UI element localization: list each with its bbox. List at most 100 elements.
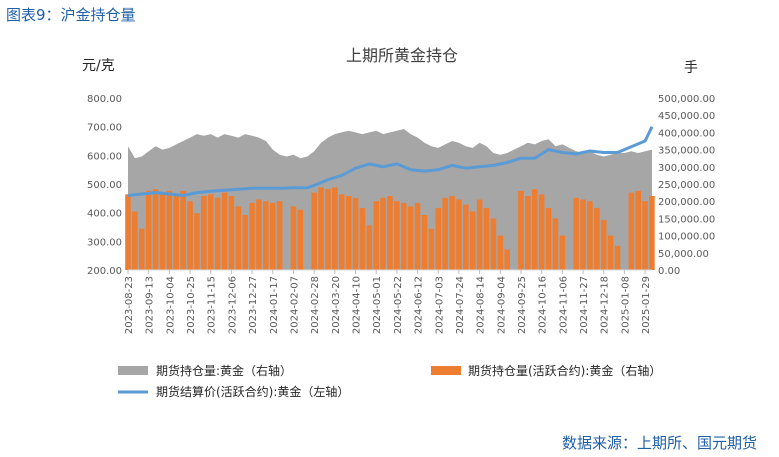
price-line (127, 126, 654, 197)
left-axis-unit: 元/克 (82, 58, 115, 74)
active-oi-bar-76 (649, 196, 655, 270)
x-tick-label: 2024-08-14 (476, 276, 487, 334)
active-oi-bar-13 (214, 197, 221, 270)
legend-label-total-oi: 期货持仓量:黄金（右轴） (156, 363, 292, 378)
x-tick-label: 2024-11-06 (558, 276, 569, 334)
active-oi-bar-5 (159, 192, 166, 270)
x-tick-label: 2023-12-27 (248, 276, 259, 334)
active-oi-bar-32 (345, 196, 352, 270)
x-tick-label: 2023-12-06 (227, 276, 238, 334)
right-y-tick: 0.00 (658, 266, 680, 277)
legend-swatch-active-oi (431, 366, 461, 375)
active-oi-bar-57 (518, 190, 524, 270)
active-oi-bar-25 (297, 209, 304, 270)
active-oi-bar-18 (249, 202, 255, 270)
active-oi-bar-40 (401, 202, 407, 270)
active-oi-bar-66 (580, 199, 586, 270)
active-oi-bar-22 (276, 201, 283, 270)
active-oi-bar-2 (139, 228, 145, 270)
active-oi-bar-68 (594, 208, 600, 270)
legend-label-price: 期货结算价(活跃合约):黄金（左轴） (156, 384, 349, 399)
x-tick-label: 2024-03-20 (331, 276, 342, 334)
active-oi-bar-14 (221, 192, 228, 270)
chart-title: 上期所黄金持仓 (346, 46, 458, 65)
x-tick-label: 2023-09-13 (145, 276, 156, 334)
active-oi-bar-58 (525, 196, 531, 270)
x-tick-label: 2024-10-16 (538, 276, 549, 334)
active-oi-bar-69 (601, 220, 607, 270)
x-tick-label: 2023-08-23 (124, 276, 135, 334)
x-tick-label: 2024-02-28 (310, 276, 321, 334)
active-oi-bar-20 (263, 201, 269, 270)
active-oi-bar-55 (504, 249, 510, 270)
active-oi-bar-63 (559, 235, 566, 270)
active-oi-bar-11 (201, 196, 207, 270)
active-oi-bar-35 (366, 225, 373, 270)
active-oi-bar-34 (359, 208, 366, 270)
right-y-tick: 50,000.00 (658, 249, 709, 260)
active-oi-bar-39 (394, 201, 400, 270)
active-oi-bar-51 (476, 199, 483, 270)
active-oi-bar-29 (325, 189, 331, 270)
active-oi-bar-31 (339, 194, 345, 270)
active-oi-bar-3 (145, 190, 152, 270)
x-tick-label: 2025-01-29 (641, 276, 652, 334)
legend-swatch-total-oi (118, 366, 148, 375)
active-oi-bar-52 (483, 208, 490, 270)
active-oi-bar-74 (635, 190, 641, 270)
x-tick-label: 2024-07-03 (434, 276, 445, 334)
active-oi-bar-4 (152, 189, 159, 270)
x-tick-label: 2025-01-08 (620, 276, 631, 334)
active-oi-bar-7 (173, 196, 179, 270)
active-oi-bar-49 (463, 204, 469, 270)
active-oi-bar-60 (538, 194, 545, 270)
active-oi-bar-17 (242, 215, 248, 270)
active-oi-bar-61 (545, 208, 552, 270)
x-tick-label: 2024-12-18 (600, 276, 611, 334)
active-oi-bar-73 (628, 192, 635, 270)
right-y-tick: 300,000.00 (658, 163, 715, 174)
right-y-tick: 350,000.00 (658, 146, 715, 157)
right-y-tick: 100,000.00 (658, 232, 715, 243)
active-oi-bar-12 (208, 194, 214, 270)
right-axis-unit: 手 (684, 60, 698, 76)
left-y-tick: 700.00 (87, 123, 122, 134)
x-tick-label: 2023-10-04 (165, 276, 176, 334)
right-y-tick: 150,000.00 (658, 214, 715, 225)
active-oi-bar-75 (642, 201, 648, 270)
right-y-tick: 400,000.00 (658, 128, 715, 139)
left-y-tick: 200.00 (87, 266, 122, 277)
x-tick-label: 2024-05-22 (393, 276, 404, 334)
active-oi-bar-65 (573, 197, 579, 270)
left-y-ticks: 800.00 700.00 600.00 500.00 400.00 300.00 200.… (87, 94, 122, 277)
active-oi-bar-70 (607, 235, 614, 270)
right-y-ticks: 500,000.00 450,000.00 400,000.00 350,000.00… (658, 94, 715, 277)
x-tick-label: 2024-09-25 (517, 276, 528, 334)
active-oi-bar-19 (256, 199, 262, 270)
x-tick-label: 2024-06-12 (414, 276, 425, 334)
left-y-tick: 400.00 (87, 209, 122, 220)
active-oi-bar-50 (470, 211, 476, 270)
active-oi-bar-21 (270, 202, 276, 270)
active-oi-bar-45 (435, 208, 441, 270)
active-oi-bar-0 (125, 194, 131, 270)
right-y-tick: 450,000.00 (658, 111, 715, 122)
active-oi-bar-46 (442, 197, 448, 270)
x-ticks: 2023-08-23 2023-09-13 2023-10-04 2023-10-25… (124, 270, 652, 334)
active-oi-bar-24 (290, 206, 297, 270)
active-oi-bar-53 (490, 218, 497, 270)
active-oi-bar-41 (407, 206, 414, 270)
active-oi-bar-15 (228, 196, 235, 270)
active-oi-bar-8 (180, 190, 186, 270)
x-tick-label: 2024-01-17 (269, 276, 280, 334)
active-oi-bar-59 (532, 189, 538, 270)
active-oi-bar-10 (194, 213, 200, 270)
active-oi-bar-16 (235, 206, 242, 270)
active-oi-bar-36 (373, 201, 379, 270)
active-oi-bar-44 (428, 228, 435, 270)
active-oi-bar-47 (449, 196, 455, 270)
active-oi-bar-67 (587, 201, 593, 270)
right-y-tick: 250,000.00 (658, 180, 715, 191)
right-y-tick: 500,000.00 (658, 94, 715, 105)
legend-label-active-oi: 期货持仓量(活跃合约):黄金（右轴） (468, 363, 661, 378)
